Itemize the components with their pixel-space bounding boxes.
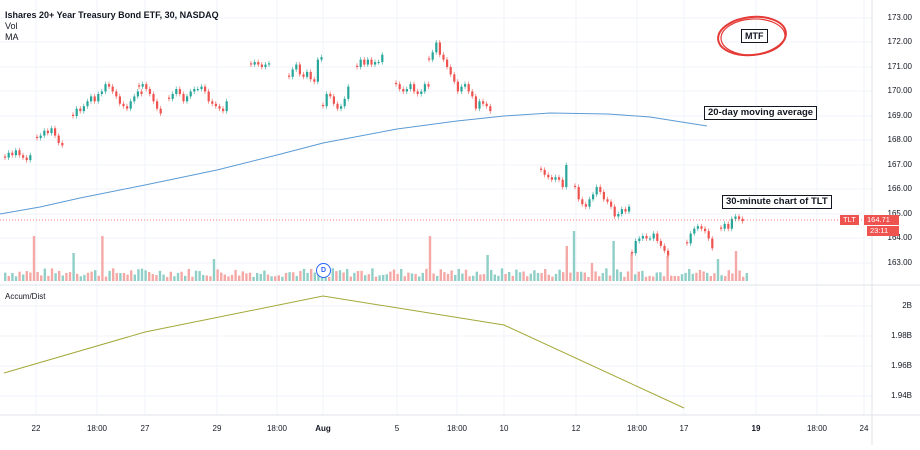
accum-tick-label: 2B — [902, 301, 912, 310]
time-tick-label: 18:00 — [806, 424, 828, 433]
price-tick-label: 164.00 — [887, 233, 912, 242]
moving-average-annotation: 20-day moving average — [704, 106, 818, 120]
time-tick-label: 18:00 — [446, 424, 468, 433]
volume-indicator-label[interactable]: Vol — [5, 21, 18, 31]
accum-tick-label: 1.98B — [891, 331, 912, 340]
time-tick-label: 18:00 — [86, 424, 108, 433]
symbol-title[interactable]: Ishares 20+ Year Treasury Bond ETF, 30, … — [5, 10, 219, 20]
time-tick-label: 29 — [212, 424, 222, 433]
price-tick-label: 167.00 — [887, 160, 912, 169]
dividend-marker[interactable]: D — [316, 263, 331, 278]
price-tick-label: 166.00 — [887, 184, 912, 193]
time-tick-label: 5 — [394, 424, 400, 433]
volume-bars — [4, 231, 748, 281]
time-tick-label: 17 — [679, 424, 689, 433]
price-tick-label: 172.00 — [887, 37, 912, 46]
time-tick-label: 18:00 — [626, 424, 648, 433]
time-tick-label: 27 — [140, 424, 150, 433]
price-tick-label: 171.00 — [887, 62, 912, 71]
mtf-annotation: MTF — [741, 29, 768, 43]
accum-dist-label[interactable]: Accum/Dist — [5, 292, 46, 301]
time-tick-label: Aug — [315, 424, 331, 433]
time-tick-label: 12 — [571, 424, 581, 433]
time-tick-label: 24 — [859, 424, 869, 433]
accum-dist-line — [3, 295, 685, 409]
price-tick-label: 173.00 — [887, 13, 912, 22]
accum-tick-label: 1.96B — [891, 361, 912, 370]
overlays — [0, 15, 872, 221]
price-tick-label: 165.00 — [887, 209, 912, 218]
time-tick-label: 19 — [751, 424, 761, 433]
symbol-price-tag: TLT — [840, 215, 859, 225]
chart-description-annotation: 30-minute chart of TLT — [722, 195, 832, 209]
ma-indicator-label[interactable]: MA — [5, 32, 19, 42]
time-tick-label: 10 — [499, 424, 509, 433]
chart-legend: Ishares 20+ Year Treasury Bond ETF, 30, … — [5, 10, 219, 43]
last-price-tag: 164.71 — [864, 215, 899, 225]
time-tick-label: 18:00 — [266, 424, 288, 433]
accum-tick-label: 1.94B — [891, 391, 912, 400]
price-tick-label: 168.00 — [887, 135, 912, 144]
price-tick-label: 163.00 — [887, 258, 912, 267]
candlesticks — [4, 40, 744, 259]
price-tick-label: 170.00 — [887, 86, 912, 95]
time-tick-label: 22 — [31, 424, 41, 433]
moving-average-line — [0, 112, 708, 215]
price-tick-label: 169.00 — [887, 111, 912, 120]
bar-countdown-tag: 23:11 — [867, 226, 899, 236]
